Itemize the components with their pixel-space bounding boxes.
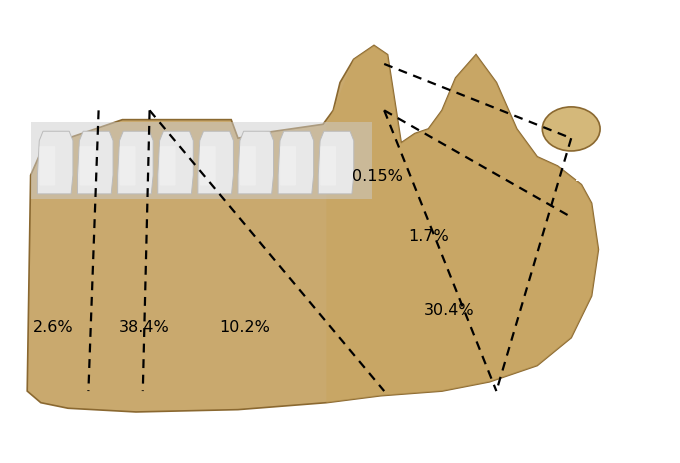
FancyBboxPatch shape [280, 147, 296, 186]
Polygon shape [158, 132, 193, 194]
Ellipse shape [542, 107, 600, 152]
Text: 10.2%: 10.2% [220, 319, 270, 334]
Polygon shape [27, 46, 598, 412]
Polygon shape [37, 132, 73, 194]
Polygon shape [238, 132, 273, 194]
FancyBboxPatch shape [120, 147, 135, 186]
Polygon shape [326, 46, 598, 403]
Text: 38.4%: 38.4% [119, 319, 170, 334]
Text: 30.4%: 30.4% [424, 303, 474, 318]
Polygon shape [31, 123, 372, 199]
Polygon shape [278, 132, 313, 194]
FancyBboxPatch shape [39, 147, 55, 186]
Text: 1.7%: 1.7% [408, 229, 449, 244]
Polygon shape [78, 132, 113, 194]
Polygon shape [318, 132, 354, 194]
FancyBboxPatch shape [160, 147, 175, 186]
Text: 16.4%: 16.4% [573, 169, 624, 183]
FancyBboxPatch shape [80, 147, 95, 186]
Polygon shape [198, 132, 233, 194]
FancyBboxPatch shape [240, 147, 256, 186]
Text: 0.15%: 0.15% [352, 169, 403, 183]
FancyBboxPatch shape [320, 147, 336, 186]
Text: 2.6%: 2.6% [33, 319, 73, 334]
FancyBboxPatch shape [200, 147, 216, 186]
Polygon shape [118, 132, 153, 194]
